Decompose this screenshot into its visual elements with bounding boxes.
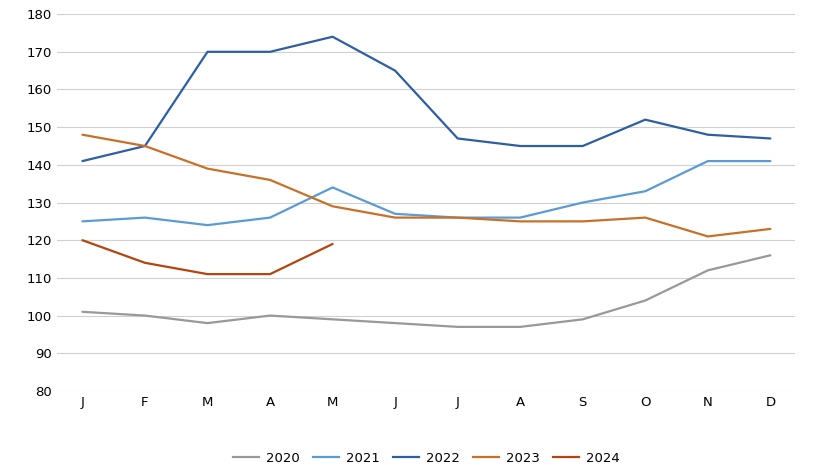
2022 bbox=[265, 49, 274, 55]
2021 bbox=[202, 222, 212, 228]
2022 bbox=[78, 158, 88, 164]
2024 bbox=[265, 271, 274, 277]
2023 bbox=[328, 203, 337, 209]
2020 bbox=[78, 309, 88, 315]
Line: 2024: 2024 bbox=[83, 240, 333, 274]
2021 bbox=[390, 211, 400, 217]
2022 bbox=[328, 34, 337, 40]
2021 bbox=[640, 188, 649, 194]
2023 bbox=[390, 215, 400, 220]
2020 bbox=[390, 320, 400, 326]
2024 bbox=[202, 271, 212, 277]
2023 bbox=[764, 226, 774, 232]
2022 bbox=[202, 49, 212, 55]
2020 bbox=[577, 317, 587, 322]
2020 bbox=[202, 320, 212, 326]
2021 bbox=[577, 200, 587, 205]
2020 bbox=[265, 313, 274, 318]
2020 bbox=[640, 298, 649, 303]
2022 bbox=[764, 136, 774, 141]
2020 bbox=[764, 252, 774, 258]
2021 bbox=[265, 215, 274, 220]
2022 bbox=[514, 143, 524, 149]
2023 bbox=[202, 166, 212, 171]
2023 bbox=[452, 215, 462, 220]
2022 bbox=[140, 143, 150, 149]
2021 bbox=[764, 158, 774, 164]
2024 bbox=[328, 241, 337, 247]
2023 bbox=[265, 177, 274, 183]
2023 bbox=[140, 143, 150, 149]
2021 bbox=[452, 215, 462, 220]
2023 bbox=[514, 219, 524, 224]
2021 bbox=[78, 219, 88, 224]
2020 bbox=[514, 324, 524, 330]
2022 bbox=[390, 68, 400, 73]
Line: 2021: 2021 bbox=[83, 161, 769, 225]
2020 bbox=[328, 317, 337, 322]
Line: 2023: 2023 bbox=[83, 135, 769, 236]
2022 bbox=[640, 117, 649, 122]
Legend: 2020, 2021, 2022, 2023, 2024: 2020, 2021, 2022, 2023, 2024 bbox=[228, 447, 624, 470]
2023 bbox=[640, 215, 649, 220]
2021 bbox=[702, 158, 712, 164]
2023 bbox=[577, 219, 587, 224]
Line: 2022: 2022 bbox=[83, 37, 769, 161]
2024 bbox=[140, 260, 150, 266]
2021 bbox=[140, 215, 150, 220]
2020 bbox=[702, 268, 712, 273]
2024 bbox=[78, 237, 88, 243]
2020 bbox=[452, 324, 462, 330]
2020 bbox=[140, 313, 150, 318]
Line: 2020: 2020 bbox=[83, 255, 769, 327]
2021 bbox=[514, 215, 524, 220]
2022 bbox=[452, 136, 462, 141]
2022 bbox=[702, 132, 712, 138]
2022 bbox=[577, 143, 587, 149]
2023 bbox=[78, 132, 88, 138]
2021 bbox=[328, 185, 337, 190]
2023 bbox=[702, 234, 712, 239]
